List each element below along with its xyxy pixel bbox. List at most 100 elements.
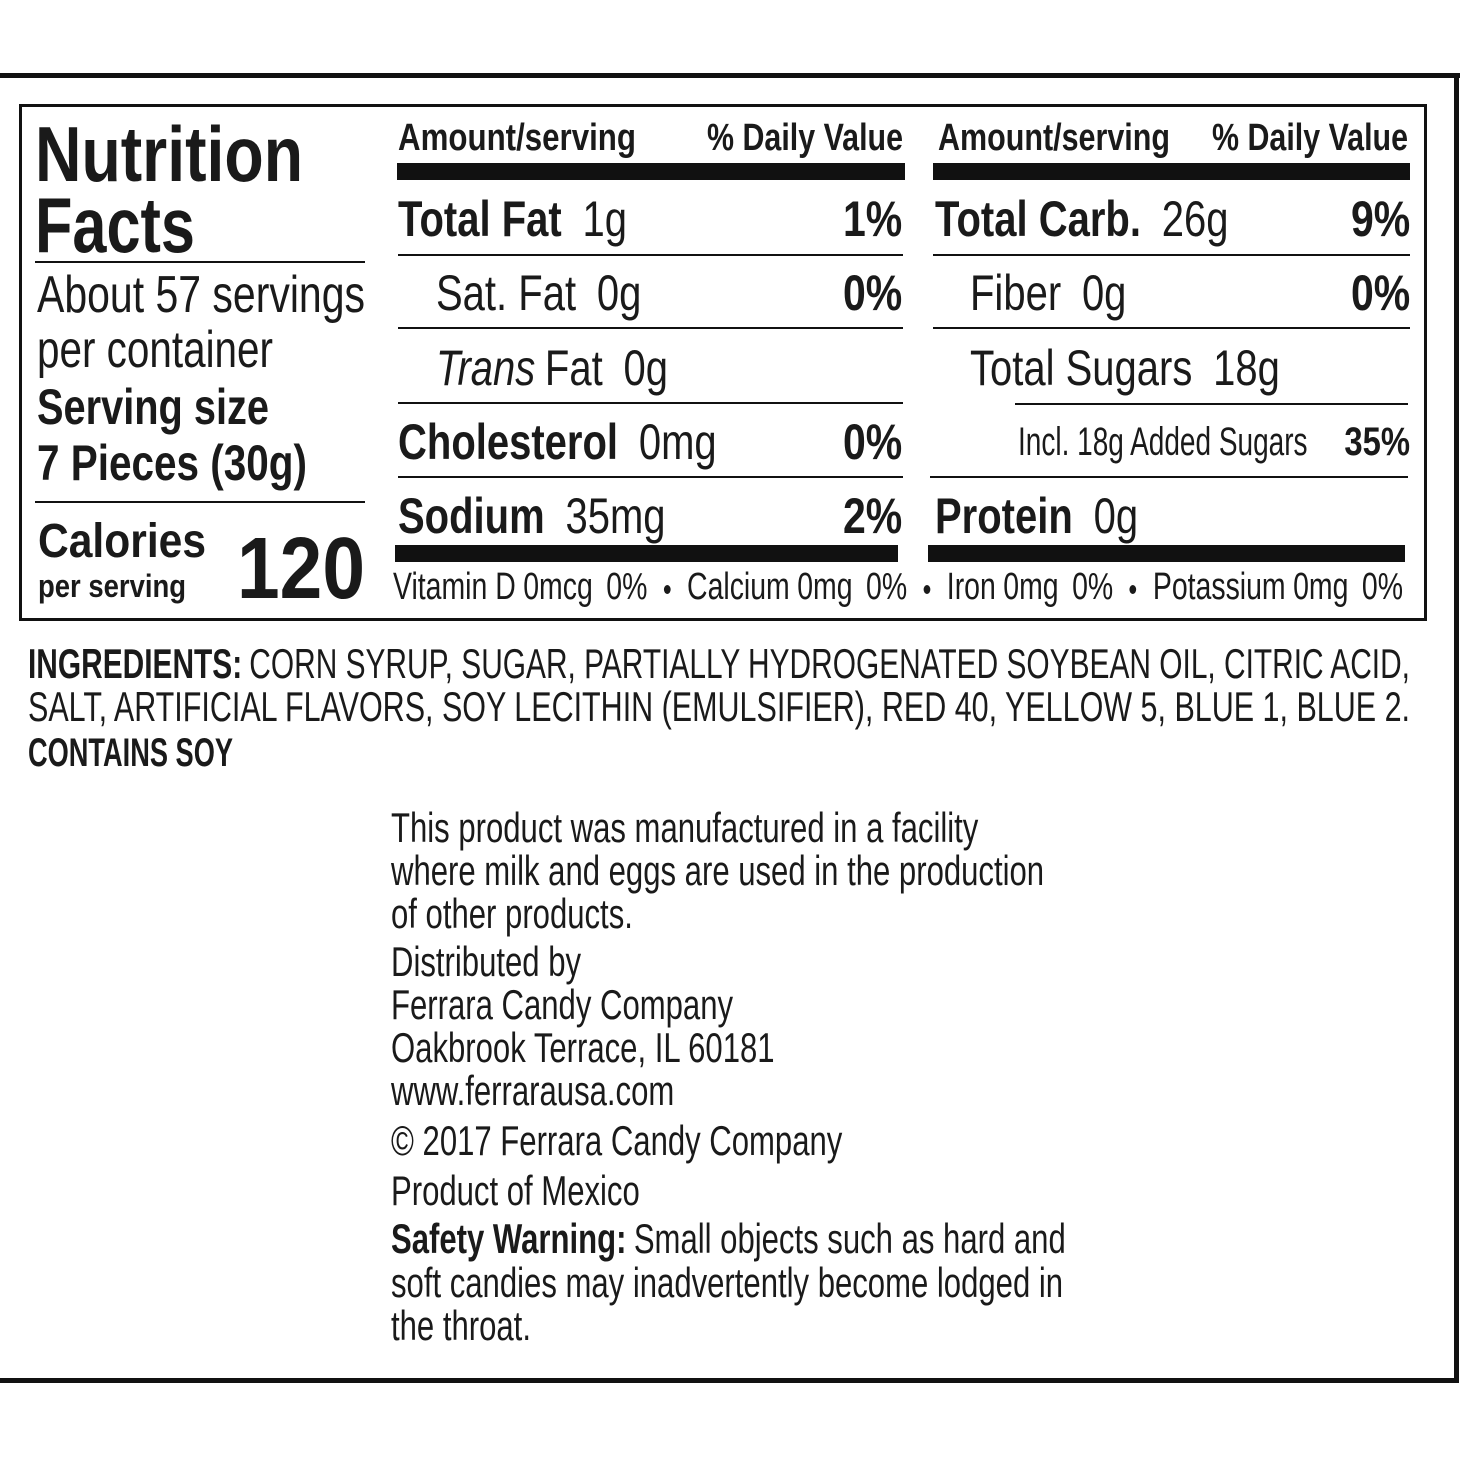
ingredients: INGREDIENTS: CORN SYRUP, SUGAR, PARTIALLY… bbox=[28, 639, 1411, 687]
vitamin-name: Vitamin D bbox=[393, 566, 516, 609]
bullet bbox=[923, 584, 931, 594]
nutrient-name: Total Carb. bbox=[935, 190, 1141, 247]
origin: Product of Mexico bbox=[391, 1166, 640, 1214]
daily-value: 35% bbox=[1344, 419, 1410, 464]
column-header: % Daily Value bbox=[706, 117, 903, 160]
nutrient-row: Trans Fat 0g bbox=[436, 343, 668, 393]
daily-value: 0% bbox=[1351, 268, 1410, 318]
distributor: Oakbrook Terrace, IL 60181 bbox=[391, 1023, 775, 1071]
title: Facts bbox=[35, 186, 195, 264]
facility-note: where milk and eggs are used in the prod… bbox=[391, 846, 1045, 894]
ingredients-text: CORN SYRUP, SUGAR, PARTIALLY HYDROGENATE… bbox=[249, 639, 1411, 687]
divider bbox=[933, 327, 1410, 329]
vitamin-amount: 0mg bbox=[1003, 566, 1059, 609]
nutrient-name: Protein bbox=[935, 487, 1073, 544]
nutrient-row: Protein 0g bbox=[935, 491, 1138, 541]
servings: About 57 servings bbox=[37, 266, 365, 325]
nutrient-row: Cholesterol 0mg bbox=[398, 417, 717, 467]
nutrient-amount: 35mg bbox=[565, 487, 666, 544]
servings: About 57 servings bbox=[37, 269, 365, 321]
title: Facts bbox=[35, 180, 195, 269]
nutrient-name: Sodium bbox=[398, 487, 545, 544]
nutrient-row: Total Carb. 26g bbox=[935, 194, 1228, 244]
column-header: Amount/serving bbox=[398, 119, 636, 157]
daily-value: 2% bbox=[842, 487, 902, 544]
nutrient-row: Sodium 35mg bbox=[398, 491, 666, 541]
nutrition-box bbox=[19, 104, 1427, 621]
daily-value: 9% bbox=[1351, 194, 1410, 244]
calories-unit: per serving bbox=[38, 570, 186, 602]
column-header: % Daily Value bbox=[1212, 119, 1408, 157]
copyright: © 2017 Ferrara Candy Company bbox=[391, 1116, 843, 1164]
divider bbox=[398, 327, 903, 329]
nutrient-name: Cholesterol bbox=[398, 413, 619, 470]
nutrient-amount: 0g bbox=[623, 339, 668, 396]
ingredients-text: SALT, ARTIFICIAL FLAVORS, SOY LECITHIN (… bbox=[28, 682, 1410, 730]
nutrient-row: Fiber 0g bbox=[970, 268, 1126, 318]
facility-note: This product was manufactured in a facil… bbox=[391, 803, 979, 851]
safety-text: the throat. bbox=[391, 1301, 531, 1349]
vitamin-name: Iron bbox=[946, 566, 996, 609]
distributor: Ferrara Candy Company bbox=[391, 980, 734, 1028]
header-bar bbox=[397, 163, 905, 180]
vitamin-amount: 0mg bbox=[1293, 566, 1349, 609]
divider bbox=[398, 476, 903, 478]
nutrient-name: Total Sugars bbox=[970, 339, 1193, 396]
nutrient-row: Incl. 18g Added Sugars bbox=[1018, 422, 1308, 462]
calories-unit: per serving bbox=[38, 567, 186, 604]
serving-size: 7 Pieces (30g) bbox=[37, 438, 307, 488]
safety-warning: Safety Warning: Small objects such as har… bbox=[391, 1214, 1066, 1262]
calories: 120 bbox=[237, 519, 365, 617]
servings: per container bbox=[37, 324, 273, 376]
distributor: Distributed by bbox=[391, 937, 582, 985]
daily-value: 0% bbox=[843, 417, 902, 467]
nutrient-name: Sat. Fat bbox=[436, 264, 577, 321]
divider bbox=[398, 254, 903, 256]
nutrient-name: Trans bbox=[436, 339, 536, 396]
divider bbox=[35, 261, 365, 263]
outer-border-right bbox=[1454, 73, 1459, 1383]
footer-bar bbox=[928, 545, 1405, 562]
distributor: Distributed by bbox=[391, 937, 582, 985]
nutrient-amount: 26g bbox=[1161, 190, 1229, 247]
nutrient-amount: 1g bbox=[582, 190, 628, 247]
safety-label: Safety Warning: bbox=[391, 1214, 627, 1262]
serving-size: 7 Pieces (30g) bbox=[37, 434, 307, 491]
bullet bbox=[663, 584, 671, 594]
daily-value: 1% bbox=[843, 194, 902, 244]
distributor: www.ferrarausa.com bbox=[391, 1066, 675, 1114]
column-header: Amount/serving bbox=[398, 117, 636, 160]
origin: Product of Mexico bbox=[391, 1166, 640, 1214]
daily-value: 35% bbox=[1344, 422, 1410, 462]
divider bbox=[933, 254, 1410, 256]
vitamin-name: Potassium bbox=[1152, 566, 1286, 609]
vitamin-name: Calcium bbox=[687, 566, 790, 609]
daily-value: 0% bbox=[1350, 264, 1410, 321]
safety-text: Small objects such as hard and bbox=[633, 1214, 1066, 1262]
nutrient-row: Total Fat 1g bbox=[398, 194, 627, 244]
distributor: Oakbrook Terrace, IL 60181 bbox=[391, 1023, 775, 1071]
column-header: Amount/serving bbox=[938, 119, 1170, 157]
copyright: © 2017 Ferrara Candy Company bbox=[391, 1116, 843, 1164]
header-bar bbox=[933, 163, 1410, 180]
calories-label: Calories bbox=[38, 517, 206, 566]
distributor: www.ferrarausa.com bbox=[391, 1066, 675, 1114]
divider bbox=[35, 501, 365, 503]
nutrient-name: Fat bbox=[544, 339, 603, 396]
daily-value: 9% bbox=[1350, 190, 1410, 247]
serving-size-label: Serving size bbox=[37, 378, 269, 435]
column-header: % Daily Value bbox=[1211, 117, 1408, 160]
facility-note: This product was manufactured in a facil… bbox=[391, 803, 979, 851]
nutrient-name: Incl. 18g Added Sugars bbox=[1018, 419, 1308, 464]
allergens: CONTAINS SOY bbox=[28, 733, 233, 773]
nutrient-row: Sat. Fat 0g bbox=[436, 268, 641, 318]
nutrient-name: Fiber bbox=[970, 264, 1062, 321]
divider bbox=[398, 402, 903, 404]
safety-text: soft candies may inadvertently become lo… bbox=[391, 1258, 1064, 1306]
column-header: Amount/serving bbox=[938, 117, 1170, 160]
facility-note: where milk and eggs are used in the prod… bbox=[391, 846, 1045, 894]
title: Nutrition bbox=[35, 115, 303, 193]
footer-bar bbox=[395, 545, 898, 562]
column-header: % Daily Value bbox=[707, 119, 903, 157]
